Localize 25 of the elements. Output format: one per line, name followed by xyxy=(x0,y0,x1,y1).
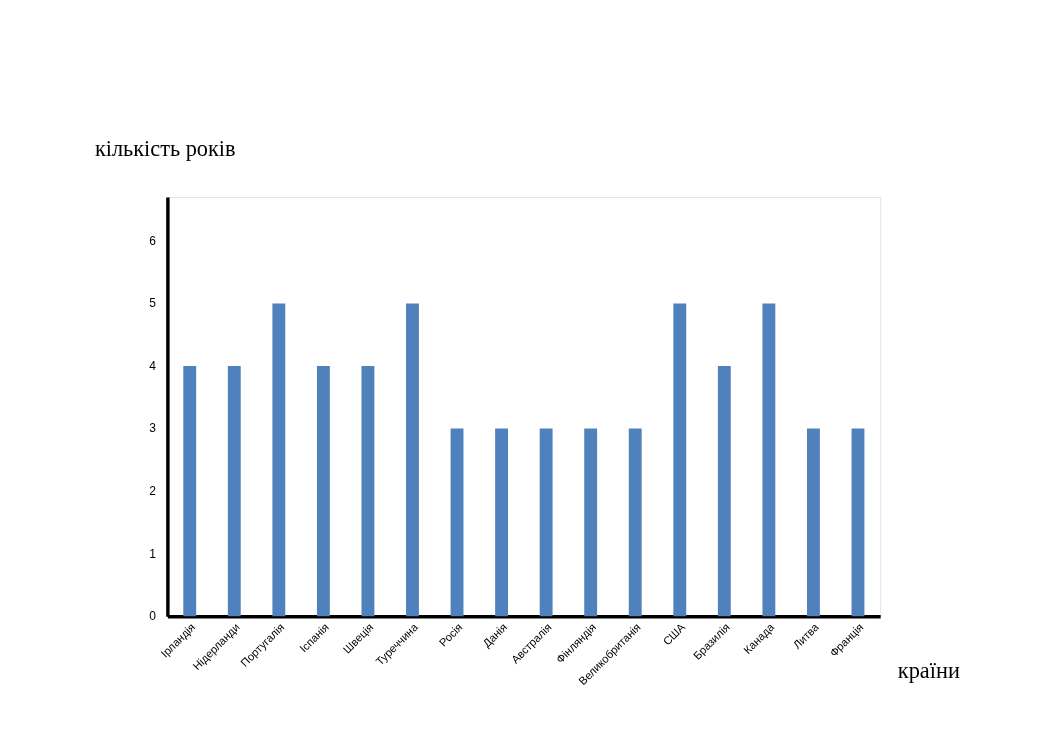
bar xyxy=(673,303,687,617)
bar xyxy=(450,428,464,617)
y-tick-label: 0 xyxy=(149,609,157,624)
y-tick-label: 2 xyxy=(149,484,157,499)
bar xyxy=(361,366,375,617)
bar xyxy=(495,428,509,617)
bar xyxy=(316,366,330,617)
bar xyxy=(183,366,197,617)
y-axis-title: кількість років xyxy=(94,135,236,161)
bar xyxy=(584,428,598,617)
bar xyxy=(406,303,419,617)
bar xyxy=(272,303,286,617)
y-tick-label: 4 xyxy=(149,358,157,373)
bar xyxy=(851,428,865,617)
bar xyxy=(762,303,776,617)
y-tick-label: 6 xyxy=(149,233,157,248)
bar xyxy=(806,428,820,617)
bar xyxy=(227,366,241,617)
y-tick-label: 1 xyxy=(149,546,157,561)
bar xyxy=(628,428,642,617)
bar xyxy=(539,428,553,617)
x-axis-title: країни xyxy=(897,657,960,683)
y-tick-label: 5 xyxy=(149,296,157,311)
y-tick-label: 3 xyxy=(149,421,157,436)
bar xyxy=(717,366,731,617)
